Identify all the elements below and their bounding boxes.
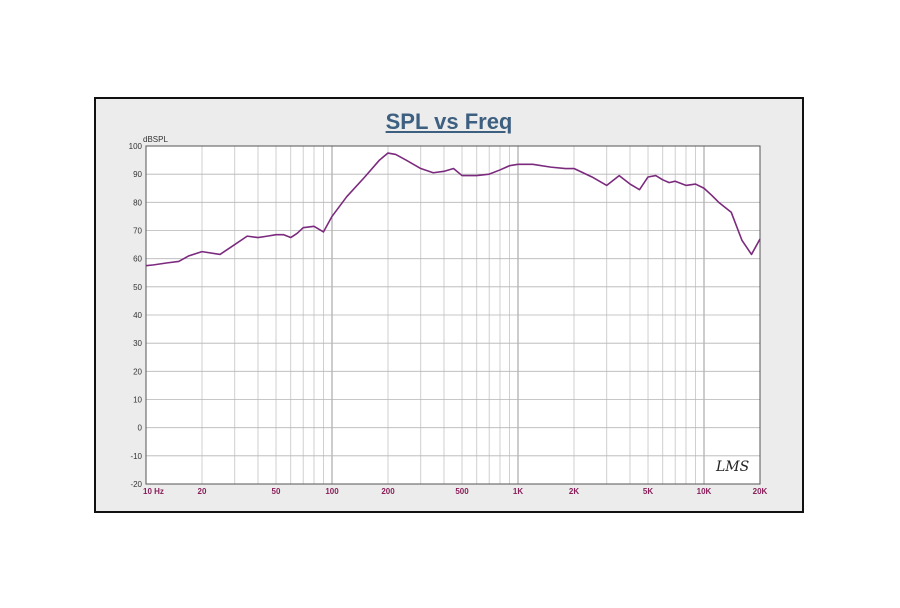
plot-border (145, 145, 761, 485)
lms-logo: LMS (716, 459, 750, 475)
x-tick-label: 2K (569, 487, 579, 496)
y-tick-label: 30 (133, 339, 142, 348)
x-tick-label: 500 (455, 487, 469, 496)
x-tick-label: 100 (325, 487, 339, 496)
y-tick-label: 20 (133, 367, 142, 376)
x-tick-label: 10K (697, 487, 712, 496)
y-tick-label: 60 (133, 255, 142, 264)
y-tick-label: 10 (133, 396, 142, 405)
chart-title: SPL vs Freq (385, 109, 513, 134)
x-tick-label: 10 Hz (143, 487, 164, 496)
x-tick-label: 50 (272, 487, 281, 496)
spl-series-line (145, 152, 761, 267)
y-tick-label: 50 (133, 283, 142, 292)
y-tick-label: 40 (133, 311, 142, 320)
x-tick-label: 20K (753, 487, 768, 496)
y-tick-label: 80 (133, 198, 142, 207)
y-tick-label: -10 (130, 452, 142, 461)
y-axis-label: dBSPL (143, 135, 168, 144)
y-tick-label: 70 (133, 227, 142, 236)
y-tick-label: -20 (130, 480, 142, 489)
chart-frame: SPL vs Freq 100 90 80 70 60 50 40 30 20 10 0 -10 -20… (94, 97, 804, 513)
y-tick-label: 100 (129, 142, 143, 151)
x-tick-label: 5K (643, 487, 653, 496)
y-tick-label: 90 (133, 170, 142, 179)
y-tick-label: 0 (138, 424, 143, 433)
x-tick-label: 20 (198, 487, 207, 496)
x-tick-label: 1K (513, 487, 523, 496)
x-tick-label: 200 (381, 487, 395, 496)
